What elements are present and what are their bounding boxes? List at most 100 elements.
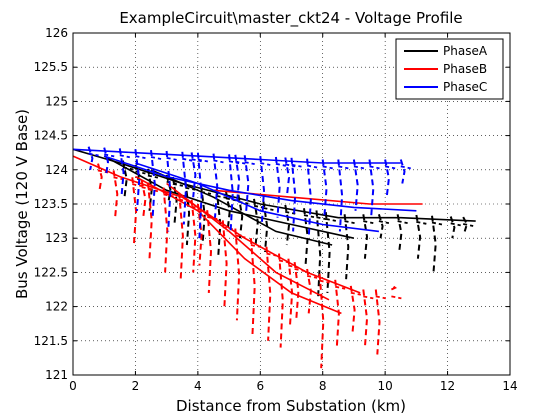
lateral-stub bbox=[463, 223, 474, 227]
x-tick-label: 10 bbox=[378, 379, 393, 393]
lateral-stub bbox=[166, 156, 177, 161]
x-tick-label: 14 bbox=[502, 379, 517, 393]
x-tick-label: 12 bbox=[440, 379, 455, 393]
axis-tick-labels: 0 2 4 6 8 10 12 14 121 121.5 122 122.5 123 123.5 124 12… bbox=[34, 26, 518, 393]
y-tick-label: 121 bbox=[45, 368, 68, 382]
series-line bbox=[103, 155, 417, 212]
y-tick-label: 126 bbox=[45, 26, 68, 40]
lateral-segment bbox=[150, 149, 156, 218]
lateral-segment bbox=[290, 157, 297, 232]
lateral-segment bbox=[146, 182, 153, 259]
lateral-stub bbox=[122, 166, 134, 171]
series-line bbox=[150, 169, 333, 246]
lateral-stub bbox=[363, 220, 374, 224]
lateral-stub bbox=[275, 162, 287, 167]
lateral-segment bbox=[249, 238, 256, 335]
lateral-segment bbox=[396, 214, 403, 253]
lateral-stub bbox=[250, 244, 262, 248]
lateral-stub bbox=[391, 295, 402, 300]
lateral-segment bbox=[134, 149, 141, 211]
y-tick-label: 125 bbox=[45, 94, 68, 108]
lateral-stub bbox=[260, 162, 271, 166]
lateral-stub bbox=[135, 155, 146, 160]
lateral-segment bbox=[112, 170, 119, 218]
lateral-stub bbox=[266, 252, 277, 257]
lateral-segment bbox=[377, 214, 384, 239]
lateral-segment bbox=[390, 285, 398, 291]
series-line bbox=[73, 155, 361, 294]
lateral-segment bbox=[225, 191, 231, 232]
chart-legend: PhaseA PhaseB PhaseC bbox=[395, 38, 504, 100]
lateral-stub bbox=[104, 153, 115, 158]
lateral-stub bbox=[213, 159, 224, 164]
lateral-stub bbox=[216, 195, 227, 199]
lateral-segment bbox=[352, 159, 359, 211]
lateral-segment bbox=[196, 203, 203, 266]
y-tick-label: 125.5 bbox=[34, 60, 68, 74]
lateral-segment bbox=[399, 159, 406, 184]
lateral-stub bbox=[335, 285, 346, 290]
lateral-stub bbox=[200, 190, 212, 195]
legend-item-phasec: PhaseC bbox=[404, 80, 487, 94]
legend-label: PhaseC bbox=[443, 80, 487, 94]
lateral-segment bbox=[212, 153, 219, 218]
lateral-segment bbox=[118, 148, 125, 198]
series-line bbox=[135, 175, 342, 315]
lateral-segment bbox=[284, 204, 291, 246]
lateral-segment bbox=[228, 154, 234, 232]
series-phaseb bbox=[73, 155, 423, 369]
lateral-segment bbox=[318, 273, 325, 369]
lateral-stub bbox=[353, 165, 365, 170]
lateral-stub bbox=[363, 295, 374, 300]
lateral-stub bbox=[182, 157, 193, 162]
plot-content bbox=[73, 146, 476, 369]
lateral-segment bbox=[315, 210, 322, 300]
lateral-segment bbox=[196, 152, 203, 239]
lateral-segment bbox=[181, 151, 188, 225]
lateral-segment bbox=[284, 157, 291, 198]
lateral-segment bbox=[265, 246, 272, 341]
lateral-stub bbox=[350, 291, 361, 296]
lateral-segment bbox=[140, 180, 147, 218]
lateral-segment bbox=[415, 214, 422, 259]
lateral-segment bbox=[384, 159, 390, 198]
lateral-segment bbox=[334, 279, 340, 348]
lateral-stub bbox=[178, 198, 190, 203]
series-line bbox=[73, 148, 476, 222]
lateral-segment bbox=[287, 258, 294, 328]
x-tick-label: 0 bbox=[69, 379, 77, 393]
legend-label: PhaseB bbox=[443, 62, 487, 76]
lateral-stub bbox=[88, 152, 99, 157]
lateral-segment bbox=[237, 194, 244, 239]
axis-ticks bbox=[72, 32, 511, 376]
lateral-segment bbox=[103, 147, 110, 177]
chart-title: ExampleCircuit\master_ckt24 - Voltage Pr… bbox=[119, 9, 462, 28]
lateral-stub bbox=[306, 274, 318, 279]
lateral-stub bbox=[150, 156, 162, 160]
lateral-stub bbox=[288, 264, 299, 269]
y-tick-label: 124.5 bbox=[34, 129, 68, 143]
lateral-stub bbox=[207, 216, 218, 220]
lateral-segment bbox=[171, 176, 178, 225]
lateral-segment bbox=[449, 216, 456, 239]
lateral-stub bbox=[344, 220, 355, 224]
lateral-stub bbox=[325, 218, 337, 222]
lateral-stub bbox=[450, 222, 461, 227]
lateral-segment bbox=[306, 268, 312, 314]
lateral-segment bbox=[306, 158, 312, 239]
lateral-segment bbox=[165, 174, 172, 205]
lateral-stub bbox=[166, 180, 177, 185]
legend-label: PhaseA bbox=[443, 44, 488, 58]
lateral-segment bbox=[190, 152, 197, 198]
lateral-segment bbox=[121, 160, 128, 198]
y-tick-label: 122 bbox=[45, 300, 68, 314]
x-axis-label: Distance from Substation (km) bbox=[176, 397, 406, 415]
lateral-stub bbox=[306, 164, 318, 169]
x-tick-label: 4 bbox=[194, 379, 202, 393]
y-tick-label: 124 bbox=[45, 163, 68, 177]
lateral-segment bbox=[362, 214, 369, 259]
lateral-stub bbox=[113, 176, 124, 181]
x-tick-label: 2 bbox=[132, 379, 140, 393]
lateral-segment bbox=[190, 199, 197, 273]
